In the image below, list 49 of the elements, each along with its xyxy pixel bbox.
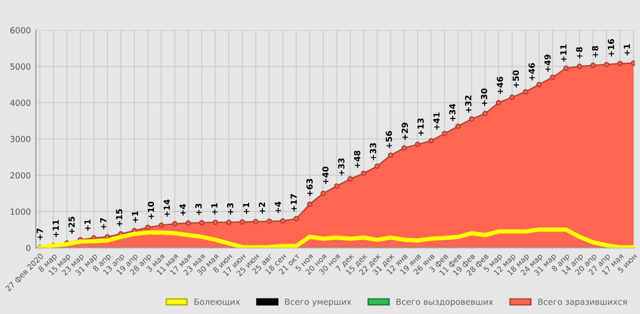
annotation: +10	[148, 202, 154, 219]
annotation: +8	[592, 46, 598, 58]
annotation: +7	[36, 228, 43, 240]
annotation: +41	[433, 112, 440, 130]
annotation: +7	[100, 218, 106, 230]
annotation: +40	[322, 166, 329, 184]
y-tick-label: 1000	[10, 208, 30, 215]
annotation: +8	[576, 47, 582, 59]
annotation: +30	[480, 88, 488, 106]
annotation: +49	[544, 54, 551, 72]
annotation: +56	[386, 131, 392, 148]
annotation: +25	[68, 216, 75, 234]
y-tick-label: 6000	[10, 27, 30, 34]
annotation: +13	[417, 118, 424, 136]
y-tick-label: 2000	[10, 172, 30, 178]
annotation: +11	[52, 220, 59, 238]
annotation: +34	[449, 104, 456, 122]
legend-label: Всего умерших	[285, 298, 352, 306]
annotation: +2	[258, 202, 265, 214]
annotation: +33	[370, 143, 376, 160]
annotation: +1	[243, 202, 250, 214]
annotation: +63	[306, 178, 313, 196]
annotation: +29	[402, 122, 408, 140]
annotation: +46	[496, 76, 504, 94]
annotation: +1	[624, 44, 630, 56]
annotation: +50	[512, 70, 519, 88]
legend-label: Всего выздоровевших	[396, 298, 494, 306]
y-tick-label: 4000	[10, 100, 30, 106]
annotation: +11	[560, 44, 566, 62]
annotation: +14	[164, 199, 170, 217]
annotation: +3	[195, 204, 202, 215]
annotation: +16	[608, 39, 614, 56]
annotation: +15	[116, 209, 122, 226]
annotation: +4	[274, 202, 281, 214]
annotation: +3	[227, 203, 234, 214]
annotation: +4	[180, 204, 186, 216]
annotation: +33	[338, 158, 344, 176]
annotation: +1	[84, 220, 90, 231]
annotation: +17	[290, 194, 297, 212]
annotation: +48	[354, 150, 360, 168]
legend-label: Болеющих	[194, 298, 240, 306]
y-tick-label: 5000	[10, 63, 30, 70]
annotation: +1	[211, 203, 218, 215]
y-tick-label: 3000	[10, 136, 30, 142]
annotation: +1	[132, 211, 138, 223]
y-tick-label: 0	[26, 244, 30, 252]
annotation: +46	[528, 63, 535, 80]
legend-label: Всего заразившихся	[538, 298, 627, 306]
annotation: +32	[465, 96, 472, 113]
